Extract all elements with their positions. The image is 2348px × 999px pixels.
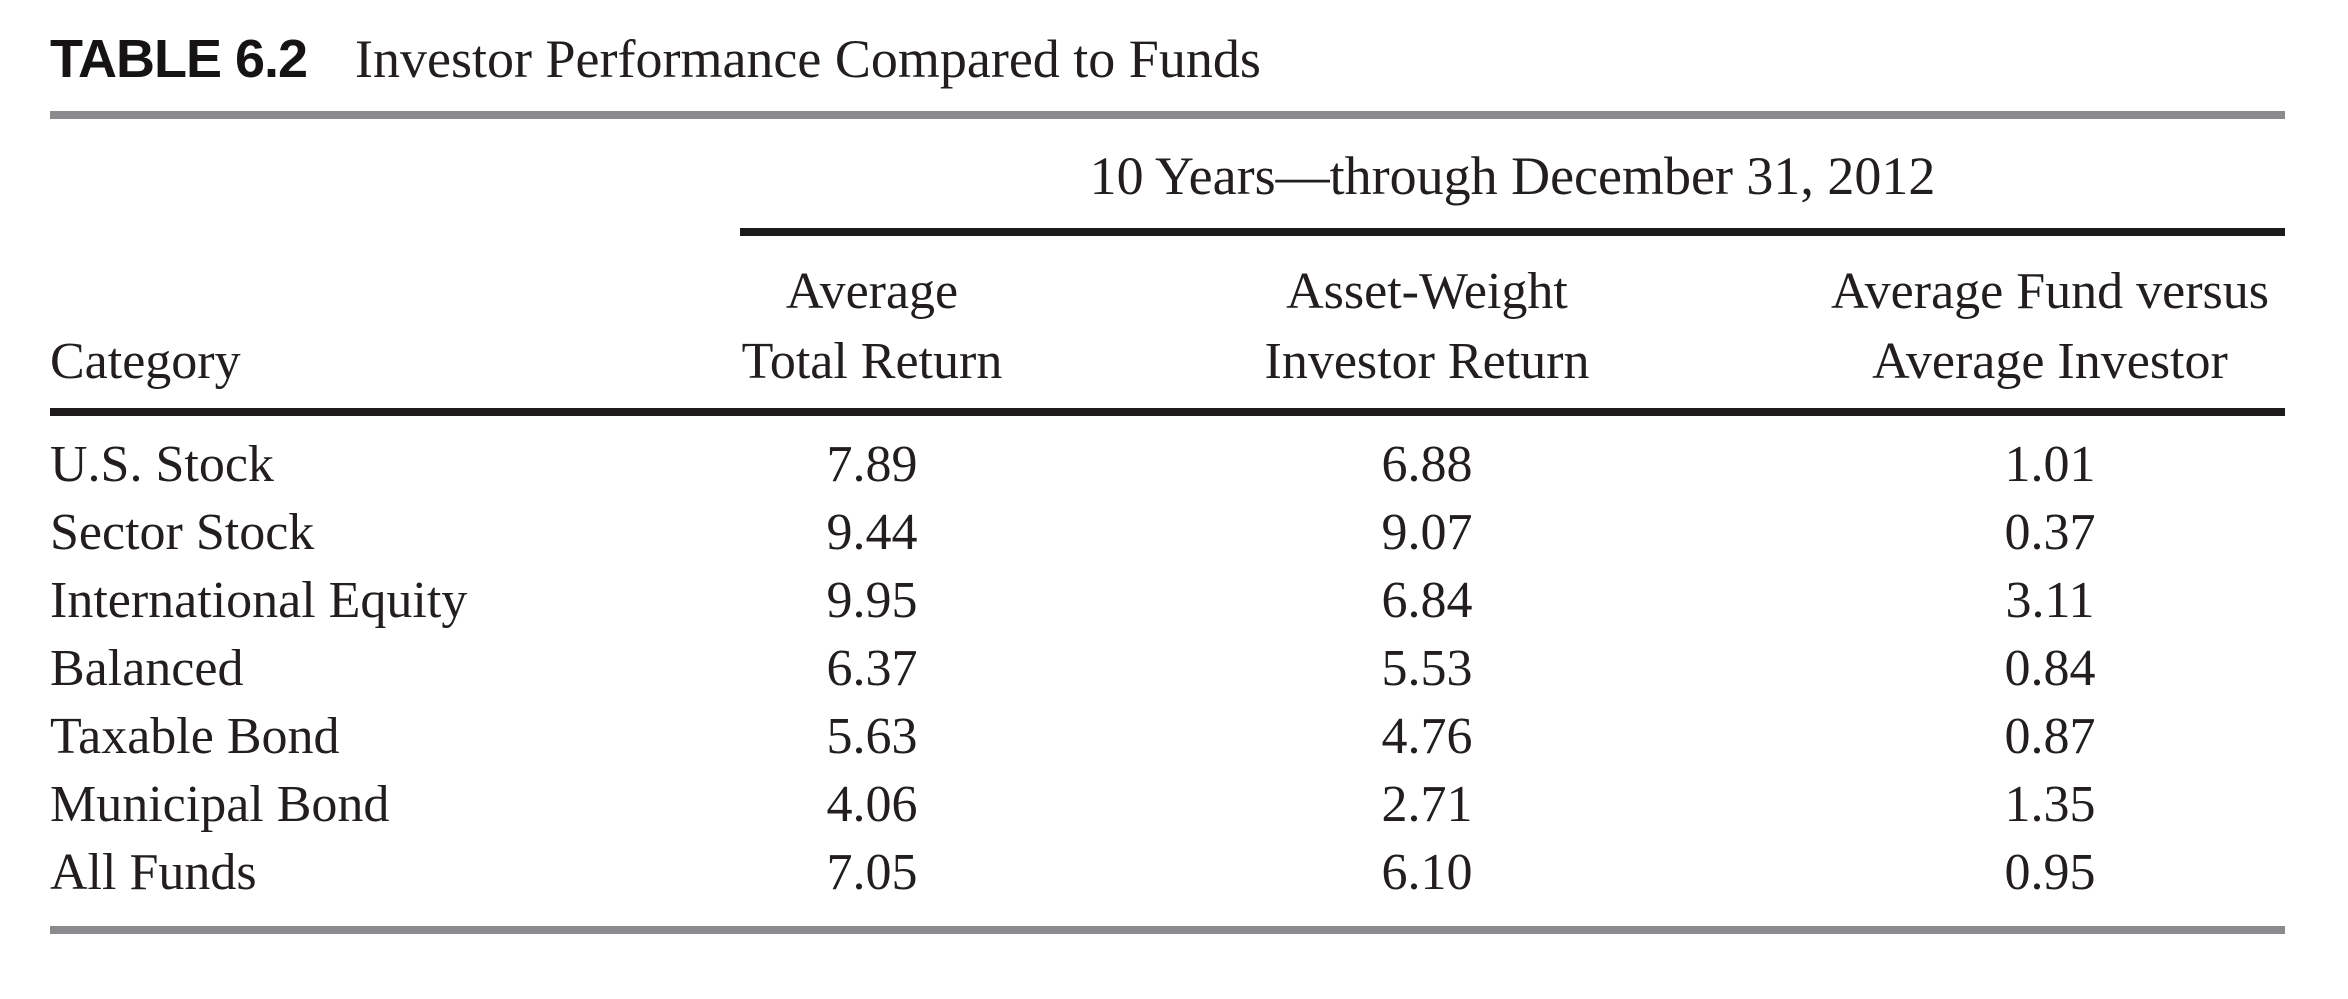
row-avg-total-return: 6.37 — [826, 640, 918, 697]
row-avg-total-return: 4.06 — [826, 776, 918, 833]
row-avg-total-return: 7.89 — [826, 436, 918, 493]
col-header-category: Category — [50, 333, 241, 390]
col-header-asset-weight-line2: Investor Return — [1264, 333, 1590, 390]
span-header-rule — [740, 228, 2285, 236]
table-row: U.S. Stock 7.89 6.88 1.01 — [0, 431, 2348, 499]
row-avg-total-return: 9.95 — [826, 572, 918, 629]
row-fund-vs-investor: 0.87 — [2004, 708, 2096, 765]
col-header-fund-vs-investor-line1: Average Fund versus — [1830, 263, 2270, 320]
row-fund-vs-investor: 1.01 — [2004, 436, 2096, 493]
table-row: International Equity 9.95 6.84 3.11 — [0, 567, 2348, 635]
row-category: Sector Stock — [50, 504, 315, 561]
row-fund-vs-investor: 1.35 — [2004, 776, 2096, 833]
table-title: Investor Performance Compared to Funds — [355, 29, 1261, 89]
row-asset-weight-return: 4.76 — [1381, 708, 1473, 765]
col-header-avg-total-return-line2: Total Return — [741, 333, 1003, 390]
table-row: All Funds 7.05 6.10 0.95 — [0, 839, 2348, 907]
row-asset-weight-return: 6.88 — [1381, 436, 1473, 493]
bottom-gray-rule — [50, 926, 2285, 934]
table-body: U.S. Stock 7.89 6.88 1.01 Sector Stock 9… — [0, 431, 2348, 907]
span-header: 10 Years—through December 31, 2012 — [1089, 146, 1936, 206]
col-header-fund-vs-investor-line2: Average Investor — [1872, 333, 2228, 390]
table-row: Balanced 6.37 5.53 0.84 — [0, 635, 2348, 703]
row-category: Balanced — [50, 640, 244, 697]
row-asset-weight-return: 6.84 — [1381, 572, 1473, 629]
row-category: International Equity — [50, 572, 468, 629]
row-fund-vs-investor: 3.11 — [2005, 572, 2095, 629]
row-avg-total-return: 5.63 — [826, 708, 918, 765]
row-fund-vs-investor: 0.37 — [2004, 504, 2096, 561]
header-bottom-rule — [50, 408, 2285, 416]
table-caption: TABLE 6.2 Investor Performance Compared … — [50, 28, 1261, 90]
row-asset-weight-return: 6.10 — [1381, 844, 1473, 901]
col-header-asset-weight-line1: Asset-Weight — [1286, 263, 1568, 320]
top-gray-rule — [50, 111, 2285, 119]
row-avg-total-return: 9.44 — [826, 504, 918, 561]
row-asset-weight-return: 5.53 — [1381, 640, 1473, 697]
table-row: Sector Stock 9.44 9.07 0.37 — [0, 499, 2348, 567]
row-fund-vs-investor: 0.95 — [2004, 844, 2096, 901]
row-asset-weight-return: 9.07 — [1381, 504, 1473, 561]
row-category: Municipal Bond — [50, 776, 390, 833]
row-category: Taxable Bond — [50, 708, 340, 765]
col-header-avg-total-return-line1: Average — [785, 263, 959, 320]
table-number-label: TABLE 6.2 — [50, 29, 308, 89]
row-category: U.S. Stock — [50, 436, 274, 493]
row-category: All Funds — [50, 844, 257, 901]
table-row: Taxable Bond 5.63 4.76 0.87 — [0, 703, 2348, 771]
row-avg-total-return: 7.05 — [826, 844, 918, 901]
row-fund-vs-investor: 0.84 — [2004, 640, 2096, 697]
table-row: Municipal Bond 4.06 2.71 1.35 — [0, 771, 2348, 839]
row-asset-weight-return: 2.71 — [1381, 776, 1473, 833]
